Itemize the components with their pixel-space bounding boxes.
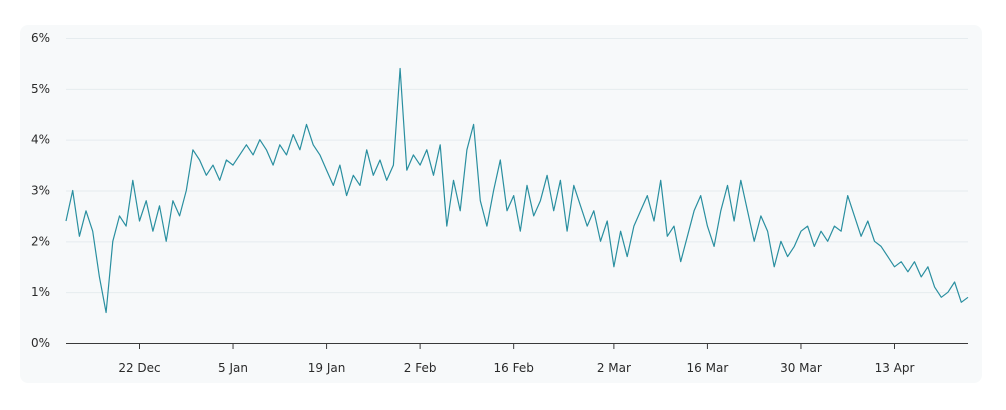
chart-card: [20, 25, 982, 383]
series-layer: [65, 67, 969, 314]
y-tick-label: 4%: [31, 133, 50, 147]
series-line-0: [65, 67, 969, 314]
y-tick-label: 5%: [31, 82, 50, 96]
x-tick-label: 5 Jan: [218, 361, 248, 375]
gridlines: [66, 38, 968, 294]
x-tick-label: 19 Jan: [308, 361, 346, 375]
x-tick-label: 2 Mar: [597, 361, 631, 375]
y-tick-label: 3%: [31, 184, 50, 198]
y-tick-label: 6%: [31, 31, 50, 45]
x-tick-label: 13 Apr: [875, 361, 915, 375]
x-tick-label: 22 Dec: [118, 361, 160, 375]
y-tick-label: 2%: [31, 234, 50, 248]
x-tick-label: 16 Feb: [493, 361, 533, 375]
x-tick-label: 16 Mar: [687, 361, 729, 375]
y-tick-label: 0%: [31, 336, 50, 350]
x-tick-label: 2 Feb: [404, 361, 437, 375]
y-tick-label: 1%: [31, 285, 50, 299]
x-axis-ticks: 22 Dec 5 Jan 19 Jan 2 Feb 16 Feb 2 Mar 16 Mar 3…: [118, 343, 914, 375]
x-tick-label: 30 Mar: [780, 361, 822, 375]
y-axis-ticks: 0% 1% 2% 3% 4% 5% 6%: [31, 31, 50, 350]
